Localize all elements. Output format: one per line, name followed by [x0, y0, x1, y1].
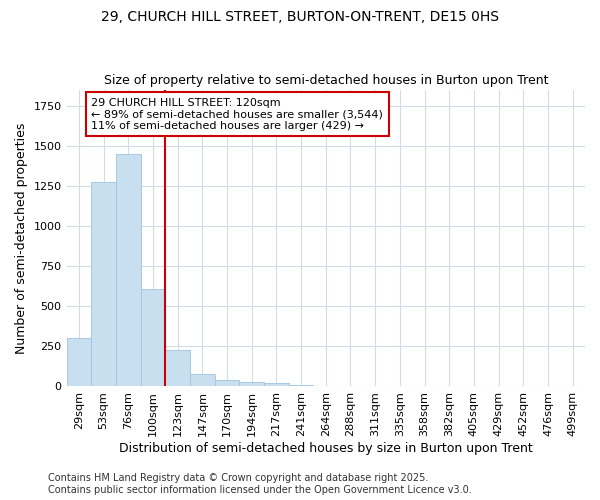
Bar [67, 338, 91, 386]
Title: Size of property relative to semi-detached houses in Burton upon Trent: Size of property relative to semi-detach… [104, 74, 548, 87]
Bar [165, 350, 190, 386]
Y-axis label: Number of semi-detached properties: Number of semi-detached properties [15, 122, 28, 354]
Text: 29, CHURCH HILL STREET, BURTON-ON-TRENT, DE15 0HS: 29, CHURCH HILL STREET, BURTON-ON-TRENT,… [101, 10, 499, 24]
Bar [264, 383, 289, 386]
X-axis label: Distribution of semi-detached houses by size in Burton upon Trent: Distribution of semi-detached houses by … [119, 442, 533, 455]
Bar [91, 182, 116, 386]
Bar [239, 382, 264, 386]
Bar [140, 288, 165, 386]
Bar [190, 374, 215, 386]
Bar [289, 385, 313, 386]
Bar [215, 380, 239, 386]
Bar [116, 154, 140, 386]
Text: Contains HM Land Registry data © Crown copyright and database right 2025.
Contai: Contains HM Land Registry data © Crown c… [48, 474, 472, 495]
Text: 29 CHURCH HILL STREET: 120sqm
← 89% of semi-detached houses are smaller (3,544)
: 29 CHURCH HILL STREET: 120sqm ← 89% of s… [91, 98, 383, 131]
